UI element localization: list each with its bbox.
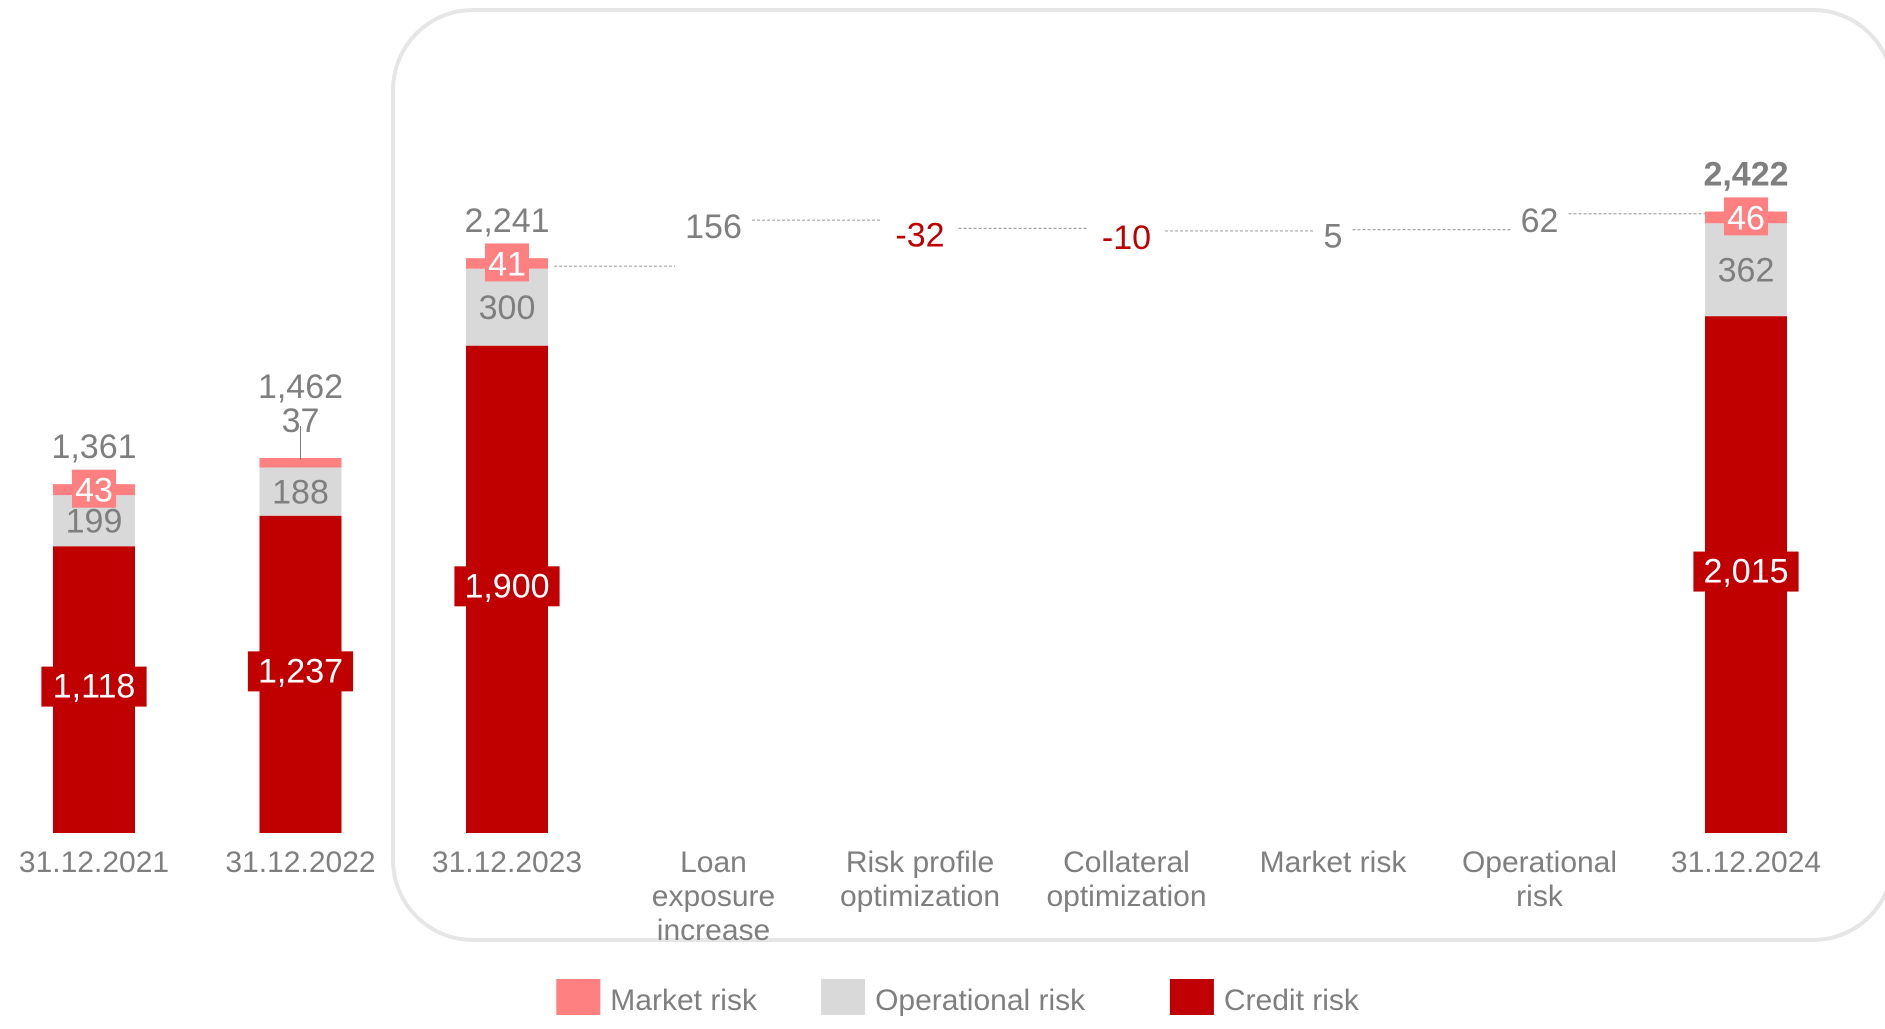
x-tick-label-collateral-optimization: Collateral optimization <box>1046 846 1206 913</box>
market-label-box-31-12-2024 <box>1723 197 1769 236</box>
credit-label-31-12-2024: 2,015 <box>1703 553 1788 591</box>
credit-label-31-12-2022: 1,237 <box>258 652 343 690</box>
total-label-31-12-2021: 1,361 <box>51 428 136 466</box>
x-tick-label-risk-profile-optimization: Risk profile optimization <box>840 846 1000 913</box>
legend-item-market-risk: Market risk <box>556 979 758 1017</box>
x-tick-label-line: Operational <box>1462 846 1617 879</box>
x-tick-label-line: 31.12.2021 <box>19 846 169 879</box>
x-tick-label-line: Market risk <box>1260 846 1408 879</box>
operational-label-31-12-2021: 199 <box>66 503 123 541</box>
bar-operational-risk-31-12-2024 <box>1705 223 1787 317</box>
credit-label-31-12-2023: 1,900 <box>464 567 549 605</box>
x-tick-label-loan-exposure-increase: Loan exposure increase <box>652 846 775 947</box>
total-label-31-12-2024: 2,422 <box>1703 156 1788 194</box>
market-label-box-31-12-2021 <box>71 469 117 508</box>
x-tick-label-31-12-2021: 31.12.2021 <box>19 846 169 879</box>
x-tick-label-market-risk: Market risk <box>1260 846 1408 879</box>
market-label-31-12-2021: 43 <box>75 472 113 510</box>
legend-swatch-credit-risk <box>1169 979 1214 1015</box>
market-label-box-31-12-2023 <box>484 243 530 282</box>
credit-label-box-31-12-2021 <box>41 666 147 707</box>
x-tick-label-line: 31.12.2023 <box>432 846 582 879</box>
operational-label-31-12-2022: 188 <box>272 474 329 512</box>
legend-label-operational-risk: Operational risk <box>875 984 1086 1017</box>
x-tick-label-31-12-2022: 31.12.2022 <box>225 846 375 879</box>
x-tick-label-31-12-2024: 31.12.2024 <box>1671 846 1821 879</box>
market-label-31-12-2022: 37 <box>282 402 320 440</box>
x-tick-label-line: optimization <box>1046 880 1206 913</box>
market-label-31-12-2023: 41 <box>488 245 526 283</box>
legend: Market risk Operational risk Credit risk <box>556 979 1360 1017</box>
x-tick-label-line: risk <box>1516 880 1564 913</box>
x-tick-label-line: Loan <box>680 846 747 879</box>
operational-label-31-12-2024: 362 <box>1718 252 1775 290</box>
bar-market-risk-31-12-2022 <box>259 457 342 468</box>
credit-label-box-31-12-2023 <box>454 566 560 607</box>
market-label-31-12-2024: 46 <box>1727 199 1765 237</box>
change-label-operational-risk: 62 <box>1521 202 1559 240</box>
legend-swatch-operational-risk <box>821 979 866 1015</box>
x-tick-label-line: 31.12.2024 <box>1671 846 1821 879</box>
x-tick-label-line: exposure <box>652 880 775 913</box>
total-label-31-12-2023: 2,241 <box>464 202 549 240</box>
credit-label-31-12-2021: 1,118 <box>53 668 136 706</box>
bar-operational-risk-31-12-2022 <box>259 467 342 516</box>
legend-swatch-market-risk <box>556 979 601 1015</box>
x-tick-label-operational-risk: Operational risk <box>1462 846 1617 913</box>
credit-label-box-31-12-2024 <box>1693 551 1799 592</box>
x-tick-label-line: increase <box>657 914 770 947</box>
x-tick-label-line: Risk profile <box>846 846 994 879</box>
change-label-loan-exposure-increase: 156 <box>685 208 742 246</box>
operational-label-31-12-2023: 300 <box>479 289 536 327</box>
bridge-frame <box>391 8 1885 942</box>
legend-item-operational-risk: Operational risk <box>821 979 1086 1017</box>
bar-operational-risk-31-12-2023 <box>466 268 548 346</box>
x-tick-label-line: 31.12.2022 <box>225 846 375 879</box>
change-label-collateral-optimization: -10 <box>1102 219 1151 257</box>
x-tick-label-line: Collateral <box>1063 846 1190 879</box>
change-label-market-risk: 5 <box>1324 218 1343 256</box>
change-label-risk-profile-optimization: -32 <box>895 216 944 254</box>
total-label-31-12-2022: 1,462 <box>258 368 343 406</box>
credit-label-box-31-12-2022 <box>247 651 354 692</box>
legend-label-market-risk: Market risk <box>610 984 758 1017</box>
x-tick-label-31-12-2023: 31.12.2023 <box>432 846 582 879</box>
x-axis-labels: 31.12.2021 31.12.2022 31.12.2023 Loan exposu… <box>19 846 1821 947</box>
legend-item-credit-risk: Credit risk <box>1169 979 1360 1017</box>
legend-label-credit-risk: Credit risk <box>1224 984 1360 1017</box>
x-tick-label-line: optimization <box>840 880 1000 913</box>
